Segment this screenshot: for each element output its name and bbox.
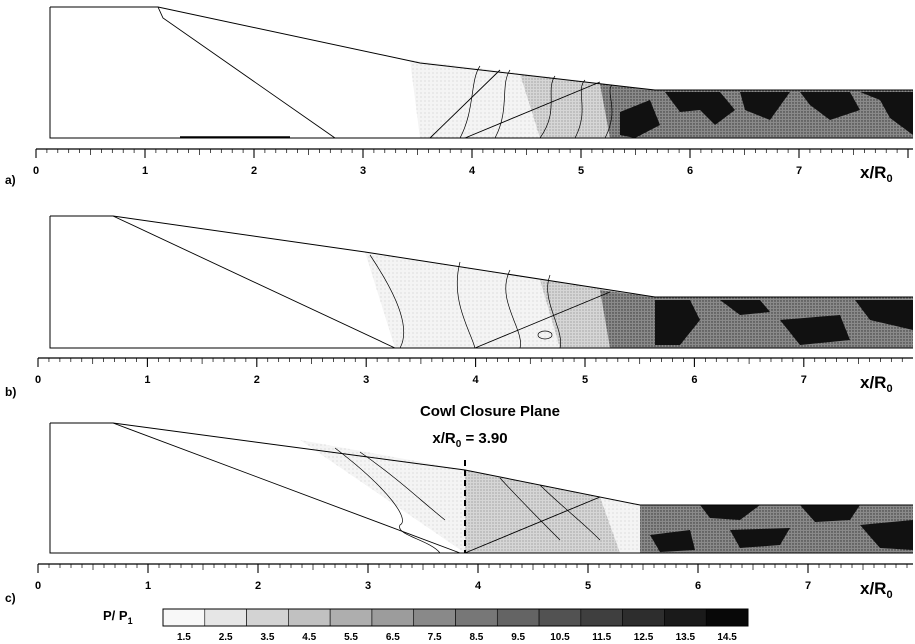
colorbar-cell	[288, 608, 331, 627]
colorbar-label: 8.5	[469, 632, 483, 643]
colorbar-cell	[664, 608, 707, 627]
tick-label-6: 6	[687, 165, 693, 177]
colorbar: P/ P1 1.5 2.5 3.5 4.5 5.5 6.5 7.5 8.5 9.5 10.5 11.…	[103, 608, 749, 643]
tick-label-2: 2	[251, 165, 257, 177]
tick-label-0: 0	[33, 165, 39, 177]
tick-label-2: 2	[255, 580, 261, 592]
colorbar-cell	[162, 608, 206, 627]
tick-label-7: 7	[796, 165, 802, 177]
tick-label-4: 4	[469, 165, 476, 177]
colorbar-cell	[204, 608, 247, 627]
colorbar-label: 1.5	[177, 632, 191, 643]
tick-label-0: 0	[35, 580, 41, 592]
tick-label-1: 1	[145, 580, 151, 592]
tick-label-3: 3	[360, 165, 366, 177]
tick-label-2: 2	[254, 374, 260, 386]
tick-label-0: 0	[35, 374, 41, 386]
tick-label-6: 6	[691, 374, 697, 386]
tick-label-7: 7	[805, 580, 811, 592]
tick-label-7: 7	[801, 374, 807, 386]
tick-label-4: 4	[473, 374, 480, 386]
colorbar-label: 3.5	[261, 632, 275, 643]
tick-label-5: 5	[582, 374, 588, 386]
tick-label-3: 3	[363, 374, 369, 386]
colorbar-cell	[580, 608, 623, 627]
tick-label-4: 4	[475, 580, 482, 592]
panel-a-contour-plot	[49, 6, 913, 139]
colorbar-label: 6.5	[386, 632, 400, 643]
colorbar-label: 7.5	[428, 632, 442, 643]
colorbar-label: 12.5	[634, 632, 654, 643]
axis-a: 0 1 2 3 4 5 6 7	[33, 148, 913, 177]
colorbar-label: 10.5	[550, 632, 570, 643]
colorbar-label: 14.5	[717, 632, 737, 643]
axis-title-a: x/R0	[860, 163, 893, 185]
colorbar-cell	[413, 608, 456, 627]
colorbar-frame	[162, 608, 749, 627]
axis-title-c: x/R0	[860, 579, 893, 601]
colorbar-label: 11.5	[592, 632, 611, 643]
panel-b-contour-plot	[49, 215, 913, 349]
tick-label-1: 1	[142, 165, 148, 177]
colorbar-cell	[538, 608, 582, 627]
colorbar-title: P/ P1	[103, 608, 133, 626]
colorbar-cell	[622, 608, 665, 627]
axis-title-b: x/R0	[860, 373, 893, 395]
panel-label-b: b)	[5, 385, 16, 399]
axis-b: 0 1 2 3 4 5 6 7	[35, 357, 913, 386]
colorbar-label: 13.5	[676, 632, 696, 643]
tick-label-5: 5	[578, 165, 584, 177]
panel-c-contour-plot	[49, 422, 913, 554]
cowl-closure-plane-title: Cowl Closure Plane	[420, 403, 560, 420]
colorbar-label: 2.5	[219, 632, 233, 643]
tick-label-3: 3	[365, 580, 371, 592]
tick-label-1: 1	[144, 374, 150, 386]
cowl-closure-plane-value: x/R0 = 3.90	[432, 430, 507, 450]
colorbar-label: 5.5	[344, 632, 358, 643]
tick-label-5: 5	[585, 580, 591, 592]
colorbar-cell	[455, 608, 498, 627]
colorbar-cell	[246, 608, 289, 627]
colorbar-label: 4.5	[302, 632, 316, 643]
colorbar-cell	[496, 608, 540, 627]
panel-label-c: c)	[5, 591, 16, 605]
panel-label-a: a)	[5, 173, 16, 187]
colorbar-label: 9.5	[511, 632, 525, 643]
colorbar-cell	[371, 608, 415, 627]
colorbar-cell	[329, 608, 373, 627]
tick-label-6: 6	[695, 580, 701, 592]
colorbar-cell	[705, 608, 749, 627]
axis-c: 0 1 2 3 4 5 6 7	[35, 563, 913, 592]
